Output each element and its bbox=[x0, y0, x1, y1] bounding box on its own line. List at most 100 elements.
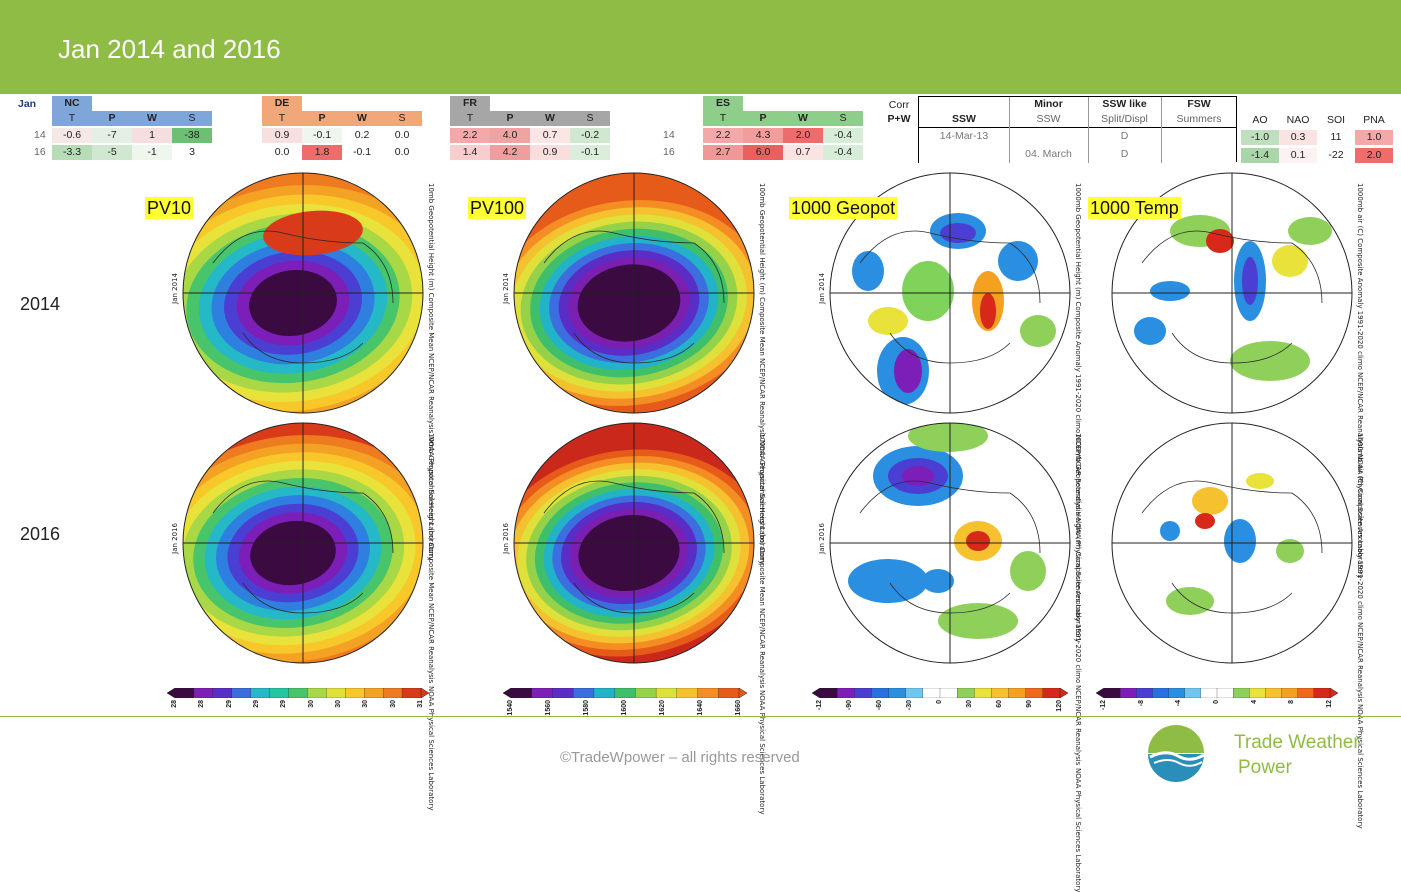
colorbar-tick-label: 1540 bbox=[507, 700, 514, 716]
region-value-cell: 0.9 bbox=[530, 145, 570, 160]
map-caption-line: NOAA Physical Sciences Laboratory bbox=[1356, 454, 1364, 579]
colorbar-tick-label: -30 bbox=[906, 700, 913, 711]
panel-label-geopot: 1000 Geopot bbox=[789, 197, 898, 219]
map-caption-line: 1000mb Geopotential Height (m) Composite… bbox=[1074, 183, 1082, 434]
colorbar-tick-label: -90 bbox=[846, 700, 853, 711]
region-col-header: W bbox=[342, 111, 382, 126]
ssw-cell bbox=[1009, 129, 1088, 144]
map-pv10-2016 bbox=[182, 422, 424, 664]
region-name: FR bbox=[450, 96, 490, 111]
region-col-header: W bbox=[530, 111, 570, 126]
jan-label: Jan bbox=[18, 98, 37, 110]
brand-name: Trade Weather Power bbox=[1234, 730, 1360, 780]
map-pv100-2014 bbox=[513, 172, 755, 414]
region-col-header: P bbox=[302, 111, 342, 126]
region-value-cell: 4.0 bbox=[490, 128, 530, 143]
map-pv100-2016 bbox=[513, 422, 755, 664]
colorbar-tick-label: 0 bbox=[1213, 700, 1220, 704]
ssw-cell: 14-Mar-13 bbox=[939, 130, 989, 142]
map-caption: 1000mb air (C) Composite Anomaly 1991-20… bbox=[1356, 183, 1364, 579]
region-value-cell: -3.3 bbox=[52, 145, 92, 160]
colorbar-tick-label: -60 bbox=[876, 700, 883, 711]
colorbar-tick-label: 29 bbox=[280, 700, 288, 708]
region-value-cell: -1 bbox=[132, 145, 172, 160]
colorbar-tick-label: 29 bbox=[225, 700, 233, 708]
map-caption-line: 10mb Geopotential Height (m) Composite M… bbox=[427, 183, 435, 352]
colorbar-tick-label: 1640 bbox=[697, 700, 704, 716]
region-value-cell: 2.2 bbox=[450, 128, 490, 143]
map-caption: 1000mb Geopotential Height (m) Composite… bbox=[1074, 433, 1082, 892]
map-caption-line: 1000mb air (C) Composite Anomaly 1991-20… bbox=[1356, 433, 1364, 620]
map-date-label: Jan 2014 bbox=[818, 273, 826, 304]
region-value-cell: -5 bbox=[92, 145, 132, 160]
map-caption-line: NCEP/NCAR Reanalysis bbox=[427, 603, 435, 684]
region-value-cell: 0.2 bbox=[342, 128, 382, 143]
colorbar-1 bbox=[503, 688, 747, 698]
map-date-label: Jan 2016 bbox=[818, 523, 826, 554]
colorbar-tick-label: 90 bbox=[1026, 700, 1033, 708]
index-header: SOI bbox=[1326, 114, 1346, 126]
corr-pw-text: P+W bbox=[887, 113, 911, 125]
ssw-table: Minor SSW like FSW SSW SSW Split/Displ Summers… bbox=[918, 96, 1237, 163]
ssw-cell: 04. March bbox=[1025, 148, 1072, 160]
map-caption: 100mb Geopotential Height (m) Composite … bbox=[758, 433, 766, 815]
colorbar-tick-label: -8 bbox=[1137, 700, 1145, 707]
region-value-cell: -38 bbox=[172, 128, 212, 143]
corr-text: Corr bbox=[888, 99, 910, 111]
index-header: PNA bbox=[1363, 114, 1385, 126]
colorbar-tick-label: 1560 bbox=[545, 700, 552, 716]
map-caption-line: NOAA Physical Sciences Laboratory bbox=[427, 685, 435, 811]
map-caption-line: NCEP/NCAR Reanalysis bbox=[1356, 371, 1364, 453]
ssw-header-bottom: SSW bbox=[952, 113, 976, 125]
map-caption-line: NCEP/NCAR Reanalysis bbox=[1074, 685, 1082, 766]
region-col-header: S bbox=[823, 111, 863, 126]
region-col-header: P bbox=[743, 111, 783, 126]
region-value-cell: 2.2 bbox=[703, 128, 743, 143]
map-caption: 1000mb Geopotential Height (m) Composite… bbox=[1074, 183, 1082, 642]
map-caption-line: NCEP/NCAR Reanalysis bbox=[1074, 435, 1082, 516]
region-value-cell: -0.1 bbox=[342, 145, 382, 160]
index-cell: 11 bbox=[1317, 130, 1355, 145]
ssw-header-top: SSW like bbox=[1102, 98, 1147, 110]
region-value-cell: 2.0 bbox=[783, 128, 823, 143]
colorbar-tick-label: 120 bbox=[1056, 700, 1063, 712]
map-caption-line: 10mb Geopotential Height (m) Composite M… bbox=[427, 433, 435, 602]
index-header: NAO bbox=[1286, 114, 1310, 126]
colorbar-ticks: 1540 1560 1580 1600 1620 1640 1660 bbox=[503, 700, 747, 716]
page-title: Jan 2014 and 2016 bbox=[58, 34, 281, 64]
colorbar-tick-label: 29 bbox=[253, 700, 260, 708]
region-col-header: S bbox=[382, 111, 422, 126]
ssw-cell bbox=[1161, 129, 1237, 144]
region-value-cell: 0.7 bbox=[530, 128, 570, 143]
brand-line-2: Power bbox=[1238, 757, 1292, 778]
trade-weather-power-logo-icon bbox=[1148, 725, 1205, 782]
region-col-header: W bbox=[132, 111, 172, 126]
map-caption-line: NCEP/NCAR Reanalysis bbox=[1356, 621, 1364, 703]
region-value-cell: -0.4 bbox=[823, 145, 863, 160]
region-value-cell: -0.4 bbox=[823, 128, 863, 143]
map-caption-line: NCEP/NCAR Reanalysis bbox=[758, 357, 766, 439]
colorbar-tick-label: 30 bbox=[389, 700, 397, 708]
footer-divider bbox=[0, 716, 1401, 717]
colorbar-ticks: -12 -8 -4 0 4 8 12 bbox=[1096, 700, 1338, 716]
region-value-cell: 1 bbox=[132, 128, 172, 143]
region-col-header: S bbox=[172, 111, 212, 126]
map-caption-line: NOAA Physical Sciences Laboratory bbox=[758, 690, 766, 815]
map-caption-line: NOAA Physical Sciences Laboratory bbox=[1074, 767, 1082, 892]
colorbar-tick-label: 0 bbox=[936, 700, 943, 704]
index-cell: 0.3 bbox=[1279, 130, 1317, 145]
colorbar-ticks: 28 28 29 29 29 30 30 30 30 31 bbox=[167, 700, 429, 716]
colorbar-tick-label: 12 bbox=[1326, 700, 1333, 708]
ssw-header-top bbox=[919, 97, 1009, 112]
colorbar-tick-label: 30 bbox=[966, 700, 973, 708]
indices-table: AO NAO SOI PNA -1.0 0.3 11 1.0 -1.4 0.1 -22 2.0 bbox=[1236, 96, 1397, 163]
index-cell: -22 bbox=[1317, 148, 1355, 163]
colorbar-tick-label: 28 bbox=[171, 700, 178, 708]
region-value-cell: -0.1 bbox=[302, 128, 342, 143]
region-value-cell: 1.4 bbox=[450, 145, 490, 160]
map-date-label: Jan 2014 bbox=[502, 273, 510, 304]
colorbar-tick-label: -4 bbox=[1175, 700, 1183, 707]
map-date-label: Jan 2016 bbox=[502, 523, 510, 554]
region-value-cell: 6.0 bbox=[743, 145, 783, 160]
ssw-header-bottom: Split/Displ bbox=[1101, 113, 1148, 125]
